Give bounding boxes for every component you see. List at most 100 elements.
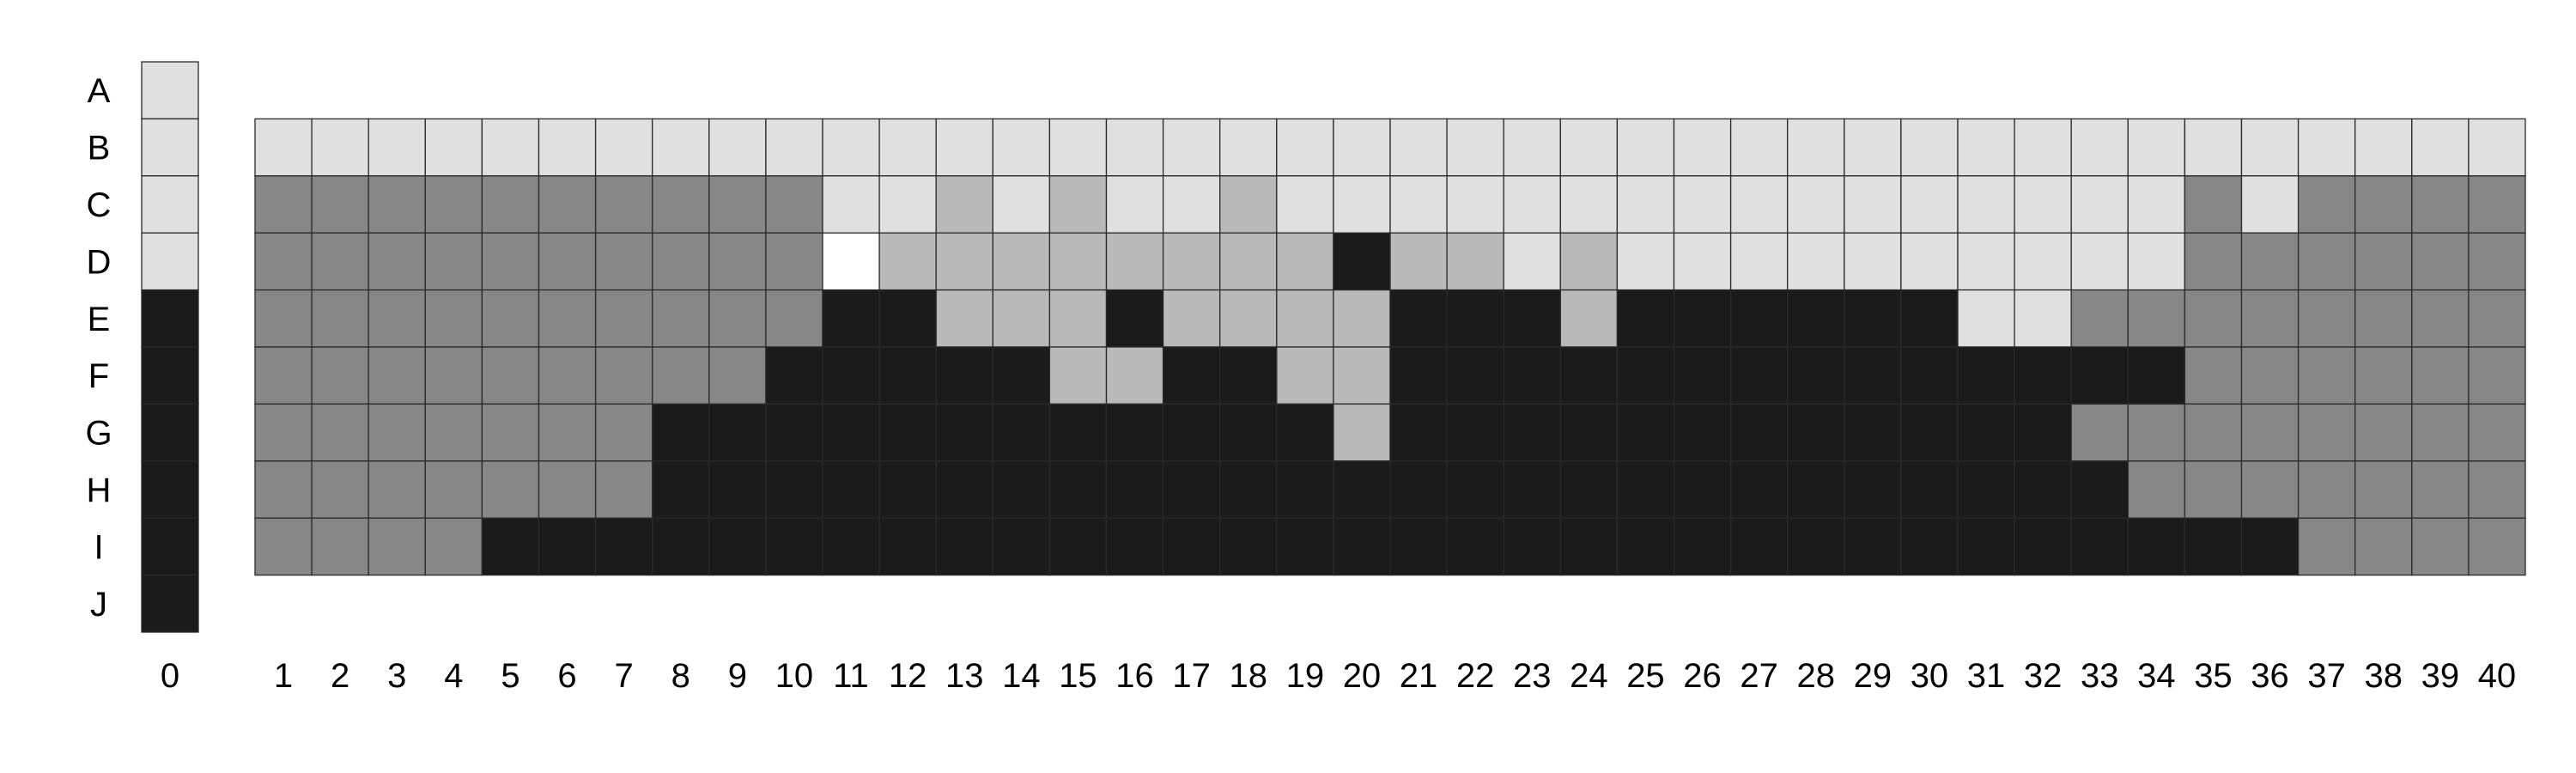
heatmap-cell-26-e (1673, 289, 1732, 348)
heatmap-cell-29-f (1844, 346, 1902, 405)
heatmap-cell-12-i (878, 517, 937, 576)
heatmap-cell-6-h (538, 460, 597, 519)
heatmap-cell-4-f (424, 346, 483, 405)
heatmap-cell-7-g (594, 403, 653, 462)
column-label-30: 30 (1911, 657, 1949, 695)
column-label-10: 10 (775, 657, 814, 695)
column-label-36: 36 (2251, 657, 2289, 695)
heatmap-cell-34-h (2127, 460, 2186, 519)
heatmap-cell-23-e (1503, 289, 1561, 348)
heatmap-cell-31-c (1957, 175, 2015, 234)
heatmap-cell-37-f (2297, 346, 2356, 405)
heatmap-cell-4-b (424, 118, 483, 177)
heatmap-cell-30-i (1900, 517, 1959, 576)
heatmap-cell-11-g (822, 403, 880, 462)
heatmap-cell-11-f (822, 346, 880, 405)
heatmap-cell-3-g (368, 403, 426, 462)
heatmap-cell-37-c (2297, 175, 2356, 234)
heatmap-cell-7-c (594, 175, 653, 234)
column-labels: 0 1 2 3 4 5 6 7 8 9 10 11 12 13 14 15 16 17 18 19 20 21 22 23 24… (161, 657, 2516, 695)
heatmap-cell-10-h (765, 460, 823, 519)
heatmap-cell-34-i (2127, 517, 2186, 576)
heatmap-cell-6-d (538, 232, 597, 291)
heatmap-cell-36-h (2240, 460, 2300, 519)
heatmap-cell-37-e (2297, 289, 2356, 348)
row-label-j: J (90, 586, 107, 624)
heatmap-cell-0-j (141, 574, 199, 633)
column-label-28: 28 (1797, 657, 1836, 695)
heatmap-cell-1-i (254, 517, 313, 576)
heatmap-cell-35-f (2184, 346, 2243, 405)
heatmap-cell-36-c (2240, 175, 2300, 234)
heatmap-cell-13-e (935, 289, 993, 348)
heatmap-cell-25-f (1616, 346, 1675, 405)
heatmap-cell-26-b (1673, 118, 1732, 177)
heatmap-cell-24-d (1559, 232, 1619, 291)
heatmap-cell-4-g (424, 403, 483, 462)
heatmap-cell-2-b (311, 118, 369, 177)
column-label-32: 32 (2024, 657, 2063, 695)
heatmap-cell-8-e (652, 289, 710, 348)
heatmap-cell-38-f (2354, 346, 2413, 405)
heatmap-cell-36-i (2240, 517, 2300, 576)
heatmap-cell-25-c (1616, 175, 1675, 234)
heatmap-cell-9-g (708, 403, 767, 462)
column-label-11: 11 (833, 657, 869, 695)
heatmap-cell-13-c (935, 175, 993, 234)
heatmap-cell-14-g (992, 403, 1051, 462)
heatmap-cell-39-b (2411, 118, 2470, 177)
row-label-a: A (88, 72, 111, 110)
heatmap-cell-18-f (1219, 346, 1278, 405)
row-label-i: I (94, 528, 103, 566)
heatmap-cell-28-e (1787, 289, 1845, 348)
heatmap-cell-24-b (1559, 118, 1619, 177)
heatmap-cell-40-g (2468, 403, 2526, 462)
column-label-18: 18 (1230, 657, 1268, 695)
heatmap-cell-15-h (1048, 460, 1108, 519)
heatmap-cell-10-e (765, 289, 823, 348)
heatmap-cell-3-e (368, 289, 426, 348)
heatmap-cell-30-e (1900, 289, 1959, 348)
heatmap-cell-37-b (2297, 118, 2356, 177)
heatmap-cell-4-e (424, 289, 483, 348)
heatmap-cell-37-d (2297, 232, 2356, 291)
heatmap-cell-16-d (1105, 232, 1164, 291)
heatmap-cell-20-e (1333, 289, 1391, 348)
heatmap-cell-24-f (1559, 346, 1619, 405)
heatmap-cell-15-g (1048, 403, 1108, 462)
heatmap-cell-22-h (1446, 460, 1504, 519)
heatmap-cell-3-b (368, 118, 426, 177)
heatmap-cell-25-h (1616, 460, 1675, 519)
heatmap-cell-14-e (992, 289, 1051, 348)
heatmap-cell-31-h (1957, 460, 2015, 519)
heatmap-cell-9-d (708, 232, 767, 291)
heatmap-cell-12-e (878, 289, 937, 348)
column-label-9: 9 (728, 657, 747, 695)
heatmap-cell-11-e (822, 289, 880, 348)
column-label-17: 17 (1172, 657, 1211, 695)
heatmap-cell-2-i (311, 517, 369, 576)
heatmap-cell-11-c (822, 175, 880, 234)
heatmap-cell-3-d (368, 232, 426, 291)
heatmap-cell-16-c (1105, 175, 1164, 234)
heatmap-cell-11-i (822, 517, 880, 576)
heatmap-cell-24-i (1559, 517, 1619, 576)
heatmap-cell-28-i (1787, 517, 1845, 576)
row-label-e: E (88, 301, 111, 338)
heatmap-cell-4-c (424, 175, 483, 234)
heatmap-cell-20-b (1333, 118, 1391, 177)
heatmap-cell-17-h (1162, 460, 1221, 519)
heatmap-cell-9-e (708, 289, 767, 348)
heatmap-cell-12-d (878, 232, 937, 291)
heatmap-cell-10-b (765, 118, 823, 177)
heatmap-cell-35-h (2184, 460, 2243, 519)
heatmap-cell-25-d (1616, 232, 1675, 291)
heatmap-cell-40-b (2468, 118, 2526, 177)
heatmap-cell-11-b (822, 118, 880, 177)
heatmap-cell-38-i (2354, 517, 2413, 576)
heatmap-cell-26-c (1673, 175, 1732, 234)
heatmap-cell-30-d (1900, 232, 1959, 291)
heatmap-cell-39-e (2411, 289, 2470, 348)
heatmap-cell-21-b (1389, 118, 1448, 177)
heatmap-cell-24-h (1559, 460, 1619, 519)
